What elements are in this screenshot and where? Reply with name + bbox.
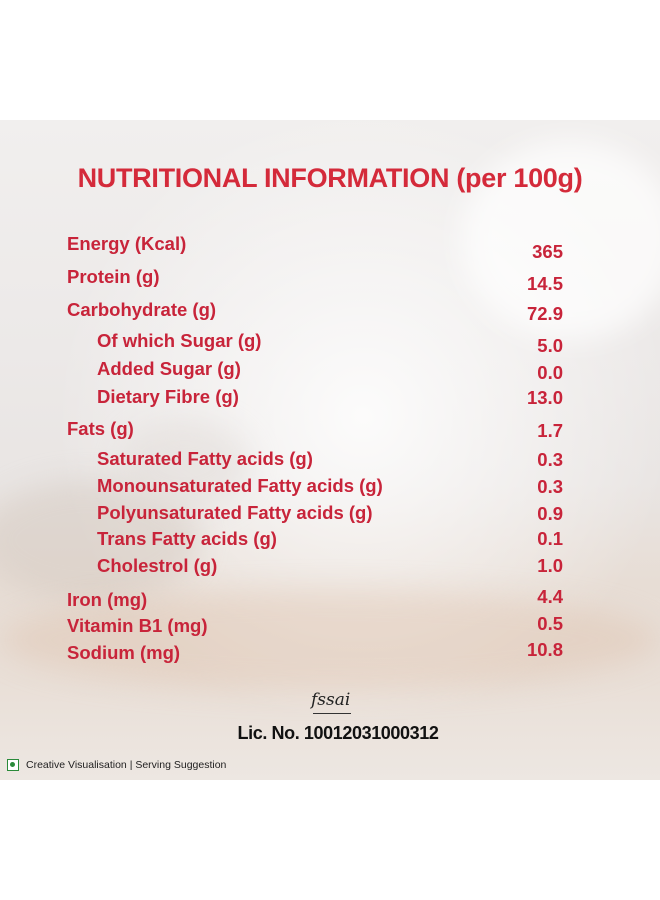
nutrient-value: 0.5 [537,613,563,634]
nutrient-row: Saturated Fatty acids (g) 0.3 [0,448,660,474]
nutrient-label: Sodium (mg) [67,642,181,663]
nutrient-value: 365 [532,241,563,262]
nutrient-row: Polyunsaturated Fatty acids (g) 0.9 [0,502,660,528]
nutrient-label: Cholestrol (g) [97,555,218,576]
nutrient-value: 0.9 [537,503,563,524]
nutrient-value: 0.3 [537,476,563,497]
nutrient-label: Carbohydrate (g) [67,299,217,320]
nutrient-row: Protein (g) 14.5 [0,266,660,294]
nutrient-value: 13.0 [526,387,563,408]
nutrient-value: 1.7 [537,420,563,441]
nutrient-value: 0.1 [537,528,563,549]
nutrient-row: Added Sugar (g) 0.0 [0,358,660,384]
nutrient-row: Carbohydrate (g) 72.9 [0,299,660,325]
background-blur-shape [0,590,660,690]
nutrient-row: Monounsaturated Fatty acids (g) 0.3 [0,475,660,501]
nutrient-label: Polyunsaturated Fatty acids (g) [97,502,373,523]
nutrient-row: Dietary Fibre (g) 13.0 [0,386,660,412]
background-blur-shape [460,140,660,340]
nutrient-row: Cholestrol (g) 1.0 [0,555,660,581]
nutrient-value: 0.0 [537,362,563,383]
nutrient-label: Saturated Fatty acids (g) [97,448,313,469]
nutrient-label: Of which Sugar (g) [97,330,262,351]
fssai-logo: fssai [311,690,351,710]
fssai-logo-underline [313,713,351,714]
nutrient-label: Fats (g) [67,418,134,439]
nutrient-label: Added Sugar (g) [97,358,241,379]
background-blur-shape [120,420,250,510]
nutrient-row: Vitamin B1 (mg) 0.5 [0,613,660,641]
veg-mark-dot [10,762,15,767]
nutrient-value: 0.3 [537,449,563,470]
background-panel [0,120,660,780]
disclaimer-text: Creative Visualisation | Serving Suggest… [26,759,227,771]
nutrient-row: Fats (g) 1.7 [0,418,660,444]
nutrient-value: 10.8 [526,639,563,660]
nutrient-label: Trans Fatty acids (g) [97,528,277,549]
nutrient-label: Monounsaturated Fatty acids (g) [97,475,383,496]
nutrient-label: Iron (mg) [67,589,148,610]
nutrient-label: Protein (g) [67,266,160,287]
nutrient-label: Dietary Fibre (g) [97,386,239,407]
nutrient-label: Vitamin B1 (mg) [67,615,208,636]
veg-mark-icon [7,759,19,771]
nutrition-title: NUTRITIONAL INFORMATION (per 100g) [77,163,583,193]
nutrient-row: Trans Fatty acids (g) 0.1 [0,528,660,554]
nutrient-row: Of which Sugar (g) 5.0 [0,330,660,356]
nutrient-value: 72.9 [526,303,563,324]
nutrient-row: Sodium (mg) 10.8 [0,639,660,668]
nutrient-label: Energy (Kcal) [67,233,187,254]
license-number: Lic. No. 10012031000312 [237,723,439,743]
nutrient-row: Iron (mg) 4.4 [0,586,660,615]
nutrient-row: Energy (Kcal) 365 [0,233,660,262]
nutrient-value: 14.5 [526,273,563,294]
nutrient-value: 5.0 [537,335,563,356]
nutrient-value: 4.4 [537,586,563,607]
nutrient-value: 1.0 [537,555,563,576]
